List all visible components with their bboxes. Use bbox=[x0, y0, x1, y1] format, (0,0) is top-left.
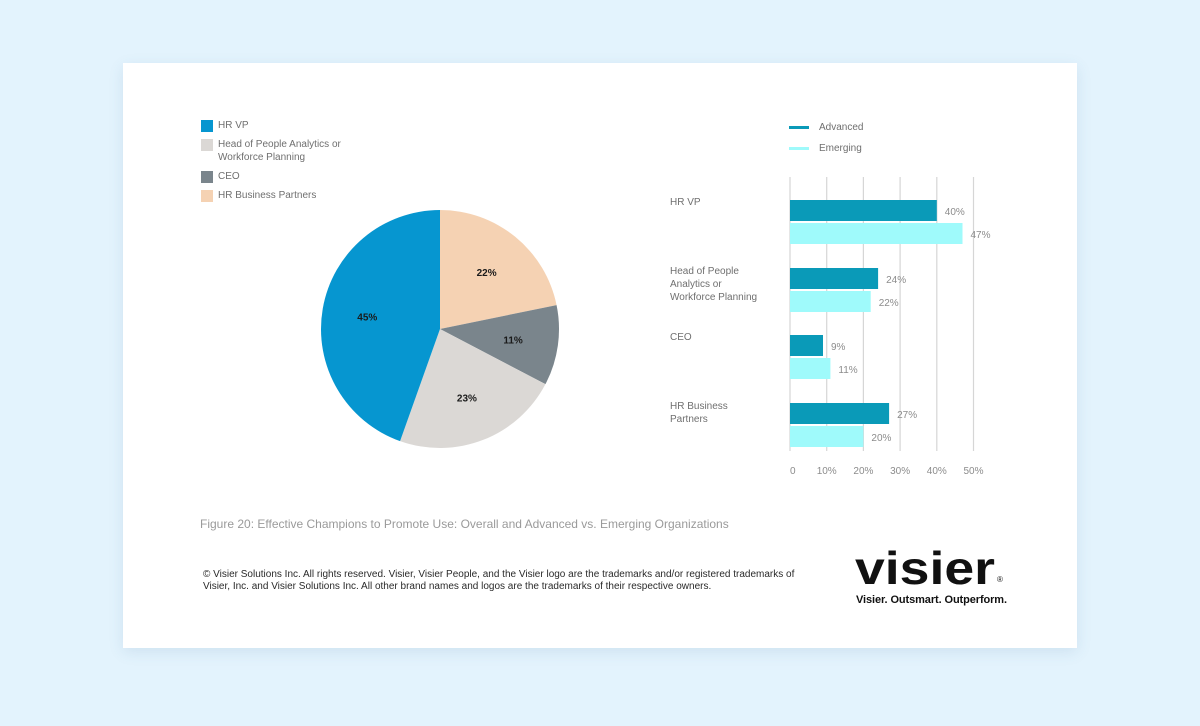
x-tick-label: 30% bbox=[890, 466, 910, 477]
legend-swatch bbox=[201, 120, 213, 132]
x-tick-label: 10% bbox=[817, 466, 837, 477]
pie-slice bbox=[440, 210, 557, 329]
category-label: Workforce Planning bbox=[670, 292, 757, 303]
x-tick-label: 50% bbox=[963, 466, 983, 477]
pie-legend-item: HR Business Partners bbox=[201, 189, 371, 202]
pie-slice bbox=[321, 210, 440, 442]
bar-value-label: 22% bbox=[879, 298, 899, 309]
registered-mark: ® bbox=[997, 575, 1003, 584]
bar-value-label: 40% bbox=[945, 207, 965, 218]
copyright-notice: © Visier Solutions Inc. All rights reser… bbox=[203, 569, 795, 592]
legend-swatch bbox=[201, 171, 213, 183]
pie-slice-label: 11% bbox=[503, 335, 523, 346]
bar-value-label: 11% bbox=[838, 365, 857, 376]
visier-logo: visier ® bbox=[855, 542, 1015, 608]
bar-value-label: 20% bbox=[871, 433, 891, 444]
category-label: HR VP bbox=[670, 197, 701, 208]
bar bbox=[790, 426, 864, 447]
category-label: Head of People bbox=[670, 266, 739, 277]
legend-label: Emerging bbox=[819, 142, 862, 154]
bar bbox=[790, 403, 890, 424]
pie-slice bbox=[440, 305, 560, 385]
legend-label: Head of People Analytics or Workforce Pl… bbox=[218, 139, 341, 163]
legend-label: CEO bbox=[218, 171, 240, 182]
pie-slice-label: 45% bbox=[357, 312, 377, 323]
category-label: Partners bbox=[670, 414, 708, 425]
bar bbox=[790, 358, 831, 379]
bar-value-label: 27% bbox=[897, 410, 917, 421]
legend-label: Advanced bbox=[819, 121, 864, 133]
bar bbox=[790, 335, 823, 356]
bar bbox=[790, 291, 871, 312]
bar-legend-item: Emerging bbox=[789, 141, 863, 155]
charts-canvas: 22% 11% 23% 45% 40% 47% HR VP 24% 22% Head of Peo… bbox=[321, 177, 991, 477]
bar-legend: Advanced Emerging bbox=[789, 120, 863, 162]
legend-label: HR VP bbox=[218, 120, 249, 131]
legend-line bbox=[789, 146, 809, 150]
report-card: HR VP Head of People Analytics or Workfo… bbox=[123, 63, 1077, 648]
pie-legend: HR VP Head of People Analytics or Workfo… bbox=[201, 119, 371, 208]
visier-logo-mark: visier bbox=[855, 542, 995, 594]
bar-value-label: 47% bbox=[971, 230, 991, 241]
bar bbox=[790, 268, 879, 289]
legend-label: HR Business Partners bbox=[218, 190, 317, 201]
logo-tagline: Visier. Outsmart. Outperform. bbox=[856, 594, 1007, 606]
figure-caption: Figure 20: Effective Champions to Promot… bbox=[200, 517, 729, 531]
x-tick-label: 40% bbox=[927, 466, 947, 477]
category-label: CEO bbox=[670, 332, 692, 343]
pie-slice-label: 22% bbox=[477, 268, 497, 279]
category-label: Analytics or bbox=[670, 279, 722, 290]
bar bbox=[790, 200, 937, 221]
svg-text:visier: visier bbox=[855, 548, 995, 593]
bar-legend-item: Advanced bbox=[789, 120, 863, 134]
category-label: HR Business bbox=[670, 401, 728, 412]
pie-slice bbox=[400, 329, 546, 449]
x-tick-label: 20% bbox=[853, 466, 873, 477]
pie-slice-label: 23% bbox=[457, 394, 477, 405]
pie-legend-item: CEO bbox=[201, 170, 371, 183]
bar-value-label: 24% bbox=[886, 275, 906, 286]
bar-value-label: 9% bbox=[831, 342, 846, 353]
legend-swatch bbox=[201, 139, 213, 151]
pie-legend-item: Head of People Analytics or Workforce Pl… bbox=[201, 138, 371, 164]
bar bbox=[790, 223, 963, 244]
pie-legend-item: HR VP bbox=[201, 119, 371, 132]
legend-swatch bbox=[201, 190, 213, 202]
legend-line bbox=[789, 125, 809, 129]
x-tick-label: 0 bbox=[790, 466, 796, 477]
